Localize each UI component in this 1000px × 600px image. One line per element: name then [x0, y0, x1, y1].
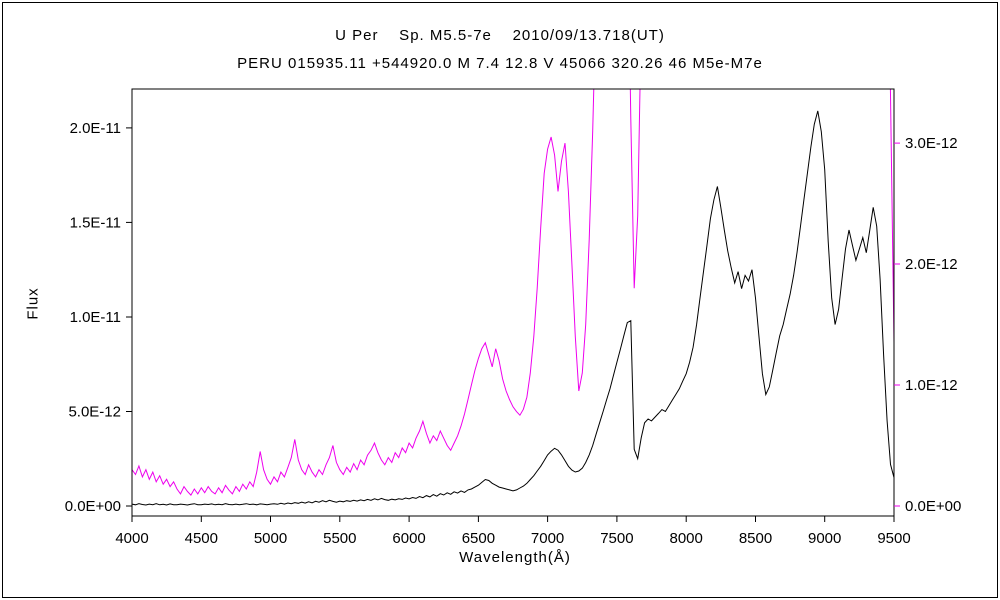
x-tick-label: 8000	[670, 530, 703, 547]
x-tick-label: 7000	[531, 530, 564, 547]
x-tick-label: 8500	[739, 530, 772, 547]
x-tick-label: 7500	[600, 530, 633, 547]
right-tick-label: 0.0E+00	[905, 498, 961, 515]
left-tick-label: 1.0E-11	[70, 309, 121, 326]
x-tick-label: 4500	[185, 530, 218, 547]
left-tick-label: 1.5E-11	[70, 214, 121, 231]
left-tick-label: 2.0E-11	[70, 120, 121, 137]
x-tick-label: 6500	[462, 530, 495, 547]
left-tick-label: 5.0E-12	[68, 404, 121, 421]
x-tick-label: 6000	[392, 530, 425, 547]
spectrum-plot-svg: 4000 4500 5000 5500 6000 6500 7000 7500 8000 8500…	[65, 88, 961, 547]
right-tick-label: 3.0E-12	[905, 135, 958, 152]
x-tick-label: 9500	[877, 530, 910, 547]
x-axis-label: Wavelength(Å)	[459, 549, 571, 566]
chart-title: U Per Sp. M5.5-7e 2010/09/13.718(UT)	[335, 27, 665, 44]
x-tick-label: 5500	[323, 530, 356, 547]
chart-subtitle: PERU 015935.11 +544920.0 M 7.4 12.8 V 45…	[237, 55, 763, 72]
plot-frame	[131, 88, 895, 517]
series-spectrum-left-scale-black	[132, 110, 894, 506]
x-tick-label: 5000	[254, 530, 287, 547]
x-tick-label: 9000	[808, 530, 841, 547]
left-tick-label: 0.0E+00	[65, 498, 121, 515]
right-tick-label: 2.0E-12	[905, 256, 958, 273]
right-tick-label: 1.0E-12	[905, 377, 958, 394]
x-tick-label: 4000	[115, 530, 148, 547]
series-spectrum-right-scale-magenta	[132, 89, 894, 496]
